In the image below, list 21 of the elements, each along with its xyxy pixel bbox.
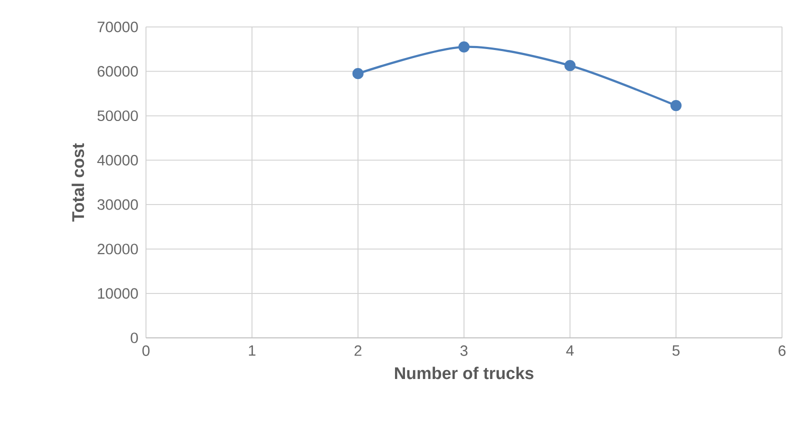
- y-tick-label: 50000: [98, 110, 138, 122]
- x-tick-label: 2: [354, 345, 362, 356]
- y-tick-label: 40000: [97, 154, 138, 166]
- y-tick-label: 70000: [98, 22, 138, 32]
- y-tick-label: 60000: [98, 66, 138, 77]
- point: [670, 100, 682, 112]
- y-tick-label: 0: [130, 332, 138, 344]
- y-tick-label: 10000: [98, 288, 138, 299]
- x-tick-label: 1: [248, 345, 256, 356]
- point: [564, 60, 576, 72]
- x-tick-label: 4: [566, 345, 574, 356]
- x-tick-label: 6: [778, 345, 786, 356]
- point: [458, 41, 470, 53]
- x-tick-label: 3: [460, 345, 468, 356]
- y-axis-title: Total cost: [72, 143, 84, 222]
- y-tick-label: 20000: [98, 244, 138, 254]
- x-axis-title: Number of trucks: [395, 366, 534, 380]
- x-tick-label: 5: [672, 345, 680, 356]
- x-tick-label: 0: [142, 345, 150, 356]
- y-tick-label: 30000: [97, 199, 138, 210]
- point: [352, 68, 364, 80]
